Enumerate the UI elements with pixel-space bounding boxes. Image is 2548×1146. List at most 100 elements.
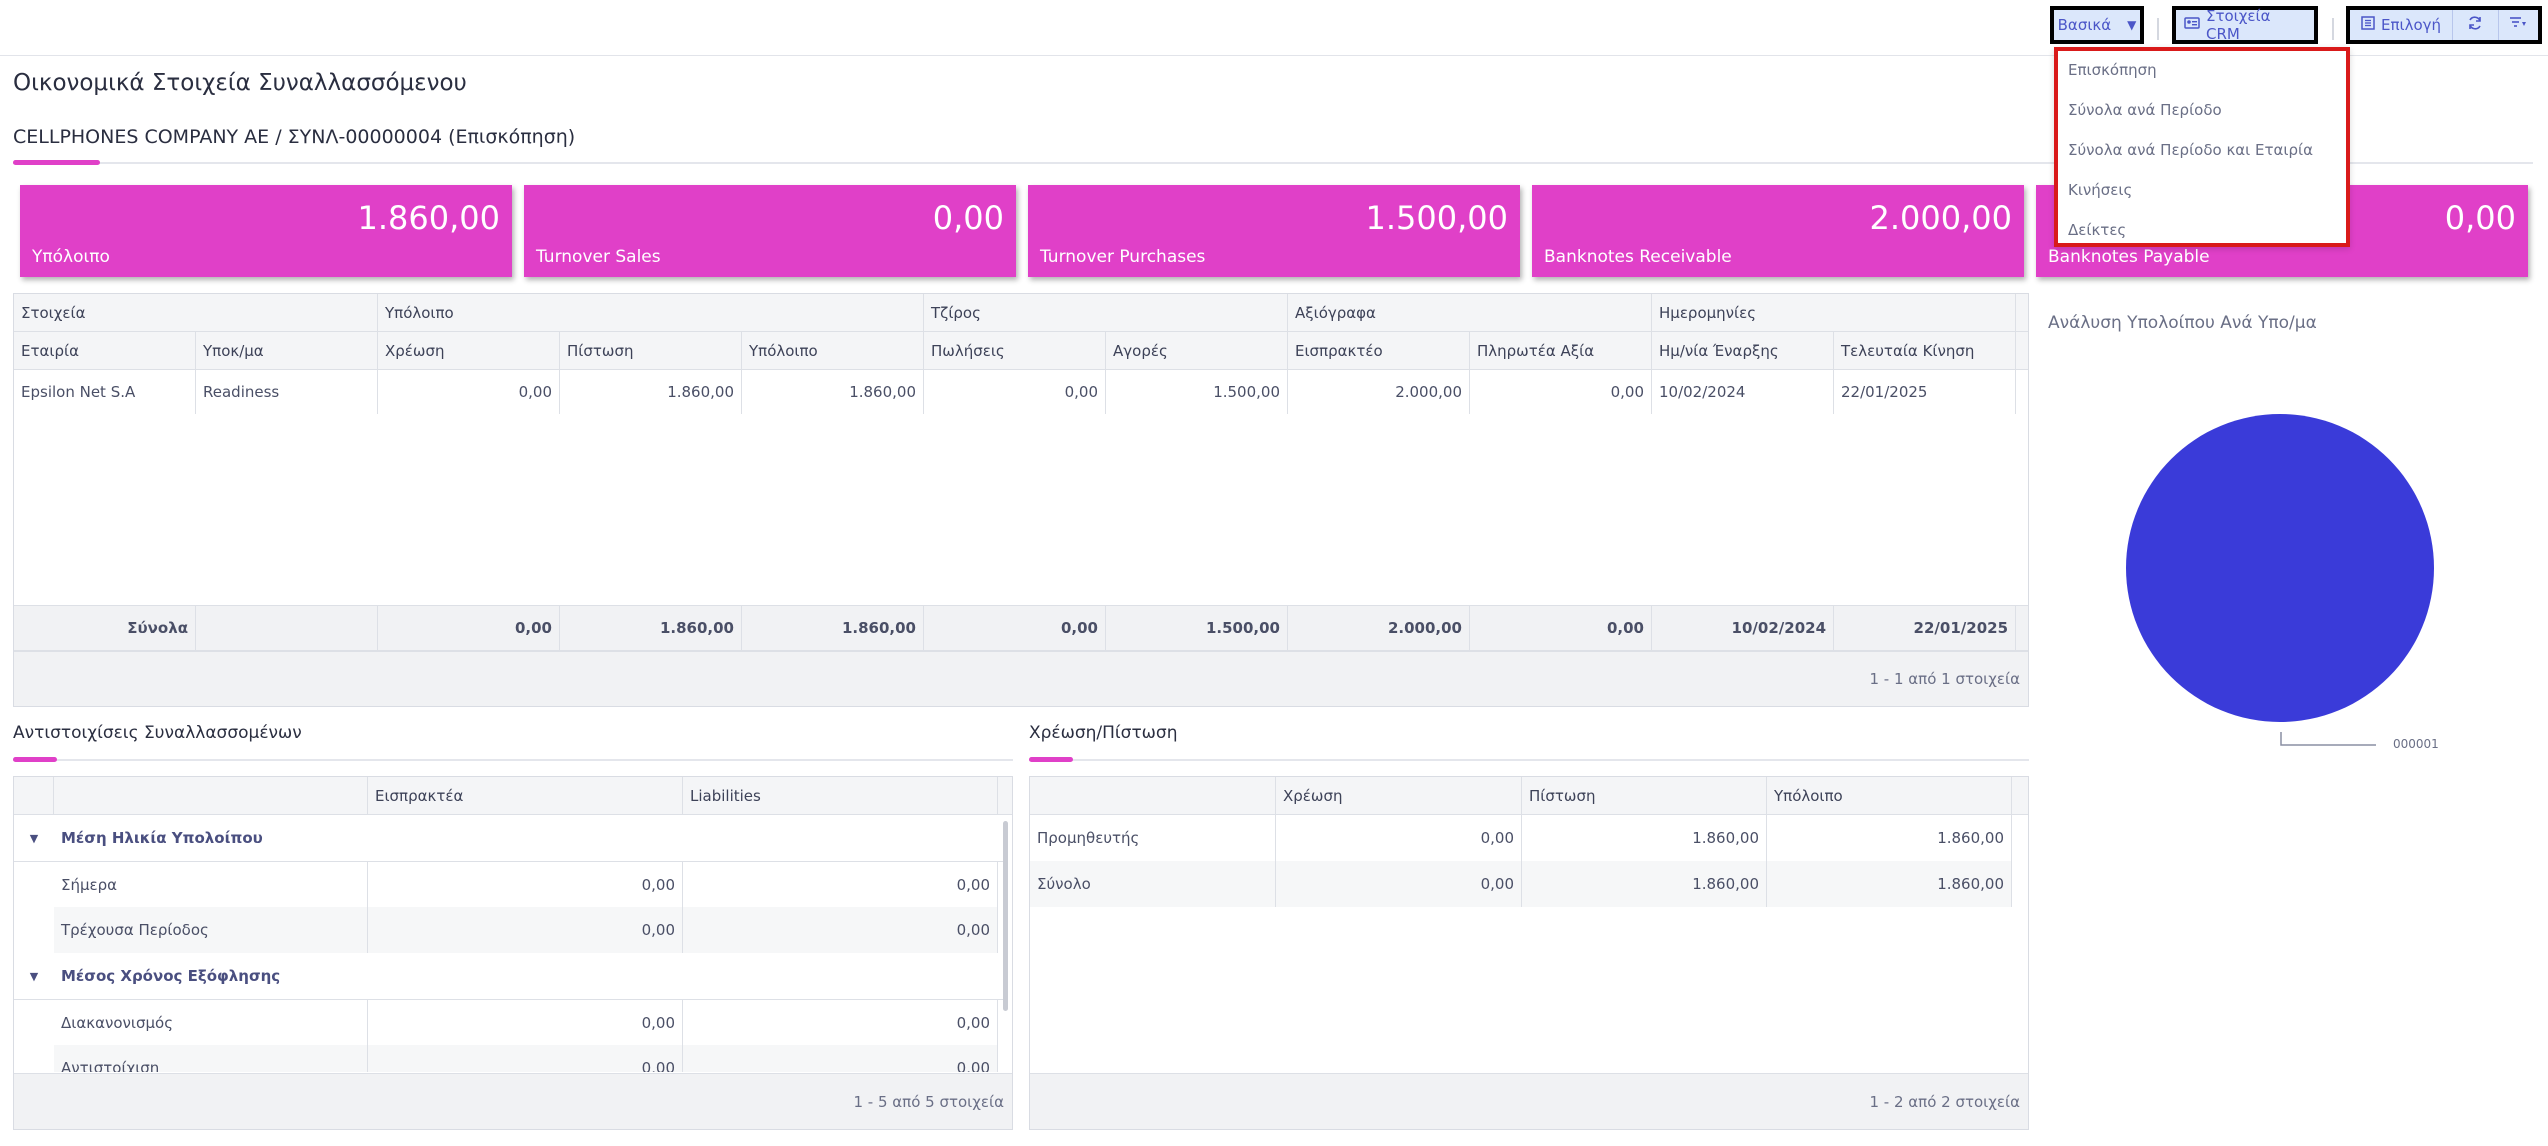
totals-cell: 22/01/2025 [1834,606,2016,650]
kpi-card-balance: 1.860,00 Υπόλοιπο [20,185,512,277]
group-name: Μέσος Χρόνος Εξόφλησης [61,967,281,985]
grid-column-header: Χρέωση Πίστωση Υπόλοιπο [1030,777,2028,815]
group-header-securities: Αξιόγραφα [1288,294,1652,331]
matching-accent [13,757,57,762]
totals-label: Σύνολα [14,606,196,650]
cell-label: Τρέχουσα Περίοδος [54,907,368,953]
collapse-triangle-icon[interactable]: ▼ [29,969,39,983]
indent [14,1045,54,1072]
menu-item-transactions[interactable]: Κινήσεις [2068,181,2133,199]
cell-debit: 0,00 [1276,815,1522,861]
collapse-triangle-icon[interactable]: ▼ [29,831,39,845]
totals-cell: 10/02/2024 [1652,606,1834,650]
indent [14,862,54,907]
column-header[interactable]: Πωλήσεις [924,332,1106,369]
pie-chart-title: Ανάλυση Υπολοίπου Ανά Υπο/μα [2048,313,2317,333]
column-header[interactable]: Εταιρία [14,332,196,369]
debit-credit-section-title: Χρέωση/Πίστωση [1029,723,1178,743]
toolbar: Βασικά ▼ Στοιχεία CRM Επιλογή [0,0,2548,56]
column-header[interactable]: Τελευταία Κίνηση [1834,332,2016,369]
selection-button[interactable]: Επιλογή [2350,10,2454,40]
pie-slice[interactable] [2126,414,2434,722]
column-header[interactable]: Πίστωση [1522,777,1767,814]
menu-item-overview[interactable]: Επισκόπηση [2068,61,2157,79]
filter-options-button[interactable] [2499,10,2538,40]
crm-button[interactable]: Στοιχεία CRM [2172,6,2318,44]
column-header[interactable]: Πληρωτέα Αξία [1470,332,1652,369]
totals-cell [196,606,378,650]
table-row[interactable]: Αντιστοίχιση 0,00 0,00 [14,1045,1004,1072]
column-header[interactable]: Χρέωση [1276,777,1522,814]
column-header[interactable]: Υποκ/μα [196,332,378,369]
grid-column-header: Εταιρία Υποκ/μα Χρέωση Πίστωση Υπόλοιπο … [14,332,2028,370]
section-accent [13,160,100,165]
menu-item-totals-per-period[interactable]: Σύνολα ανά Περίοδο [2068,101,2222,119]
totals-cell: 1.860,00 [742,606,924,650]
column-header[interactable]: Liabilities [683,777,998,814]
refresh-button[interactable] [2453,10,2499,40]
menu-item-totals-per-period-company[interactable]: Σύνολα ανά Περίοδο και Εταιρία [2068,141,2313,159]
column-header[interactable]: Αγορές [1106,332,1288,369]
column-header[interactable]: Ημ/νία Έναρξης [1652,332,1834,369]
pie-chart [2126,414,2434,722]
grid-pager: 1 - 2 από 2 στοιχεία [1030,1073,2028,1129]
table-row[interactable]: Τρέχουσα Περίοδος 0,00 0,00 [14,907,1004,953]
group-row[interactable]: ▼ Μέση Ηλικία Υπολοίπου [14,815,1004,861]
cell-credit: 1.860,00 [560,370,742,414]
column-header[interactable]: Υπόλοιπο [742,332,924,369]
crm-button-label: Στοιχεία CRM [2206,7,2271,43]
cell-label: Αντιστοίχιση [54,1045,368,1072]
totals-cell: 1.860,00 [560,606,742,650]
totals-cell: 0,00 [378,606,560,650]
kpi-card-turnover-purchases: 1.500,00 Turnover Purchases [1028,185,1520,277]
list-icon [2361,16,2375,34]
menu-item-indicators[interactable]: Δείκτες [2068,221,2127,239]
table-row[interactable]: Σύνολο 0,00 1.860,00 1.860,00 [1030,861,2012,907]
cell-liabilities: 0,00 [683,907,998,953]
vertical-scrollbar[interactable] [1003,821,1008,1011]
balance-grid: Στοιχεία Υπόλοιπο Τζίρος Αξιόγραφα Ημερο… [13,293,2029,707]
column-header [54,777,368,814]
toolbar-button-group: Επιλογή [2346,6,2542,44]
debit-credit-divider [1029,759,2029,761]
table-row[interactable]: Epsilon Net S.A Readiness 0,00 1.860,00 … [14,370,2028,414]
matching-divider [13,759,1013,761]
matching-section-title: Αντιστοιχίσεις Συναλλασσομένων [13,723,302,743]
kpi-label: Υπόλοιπο [32,247,110,267]
cell-balance: 1.860,00 [742,370,924,414]
totals-cell: 2.000,00 [1288,606,1470,650]
cell-balance: 1.860,00 [1767,815,2012,861]
cell-receivable: 0,00 [368,1045,683,1072]
table-row[interactable]: Διακανονισμός 0,00 0,00 [14,999,1004,1045]
cell-last-movement: 22/01/2025 [1834,370,2016,414]
column-header[interactable]: Εισπρακτέο [1288,332,1470,369]
main-dropdown-menu: Επισκόπηση Σύνολα ανά Περίοδο Σύνολα ανά… [2054,47,2350,247]
column-header[interactable]: Εισπρακτέα [368,777,683,814]
column-header[interactable]: Χρέωση [378,332,560,369]
filter-icon [2509,16,2527,34]
column-header[interactable]: Υπόλοιπο [1767,777,2012,814]
column-header[interactable]: Πίστωση [560,332,742,369]
table-row[interactable]: Σήμερα 0,00 0,00 [14,861,1004,907]
totals-cell: 1.500,00 [1106,606,1288,650]
indent [14,907,54,953]
group-header-turnover: Τζίρος [924,294,1288,331]
selection-button-label: Επιλογή [2381,16,2442,34]
group-header-balance: Υπόλοιπο [378,294,924,331]
cell-company: Epsilon Net S.A [14,370,196,414]
cell-balance: 1.860,00 [1767,861,2012,907]
debit-credit-accent [1029,757,1073,762]
grid-pager: 1 - 1 από 1 στοιχεία [14,651,2028,706]
main-dropdown-button[interactable]: Βασικά ▼ [2050,6,2144,44]
table-row[interactable]: Προμηθευτής 0,00 1.860,00 1.860,00 [1030,815,2012,861]
totals-cell: 0,00 [924,606,1106,650]
kpi-card-turnover-sales: 0,00 Turnover Sales [524,185,1016,277]
crm-card-icon [2184,16,2200,34]
section-title: CELLPHONES COMPANY AE / ΣΥΝΛ-00000004 (Ε… [13,126,576,148]
group-row[interactable]: ▼ Μέσος Χρόνος Εξόφλησης [14,953,1004,999]
cell-subsidiary: Readiness [196,370,378,414]
kpi-value: 0,00 [932,199,1004,237]
cell-liabilities: 0,00 [683,862,998,907]
cell-label: Σύνολο [1030,861,1276,907]
kpi-card-banknotes-receivable: 2.000,00 Banknotes Receivable [1532,185,2024,277]
